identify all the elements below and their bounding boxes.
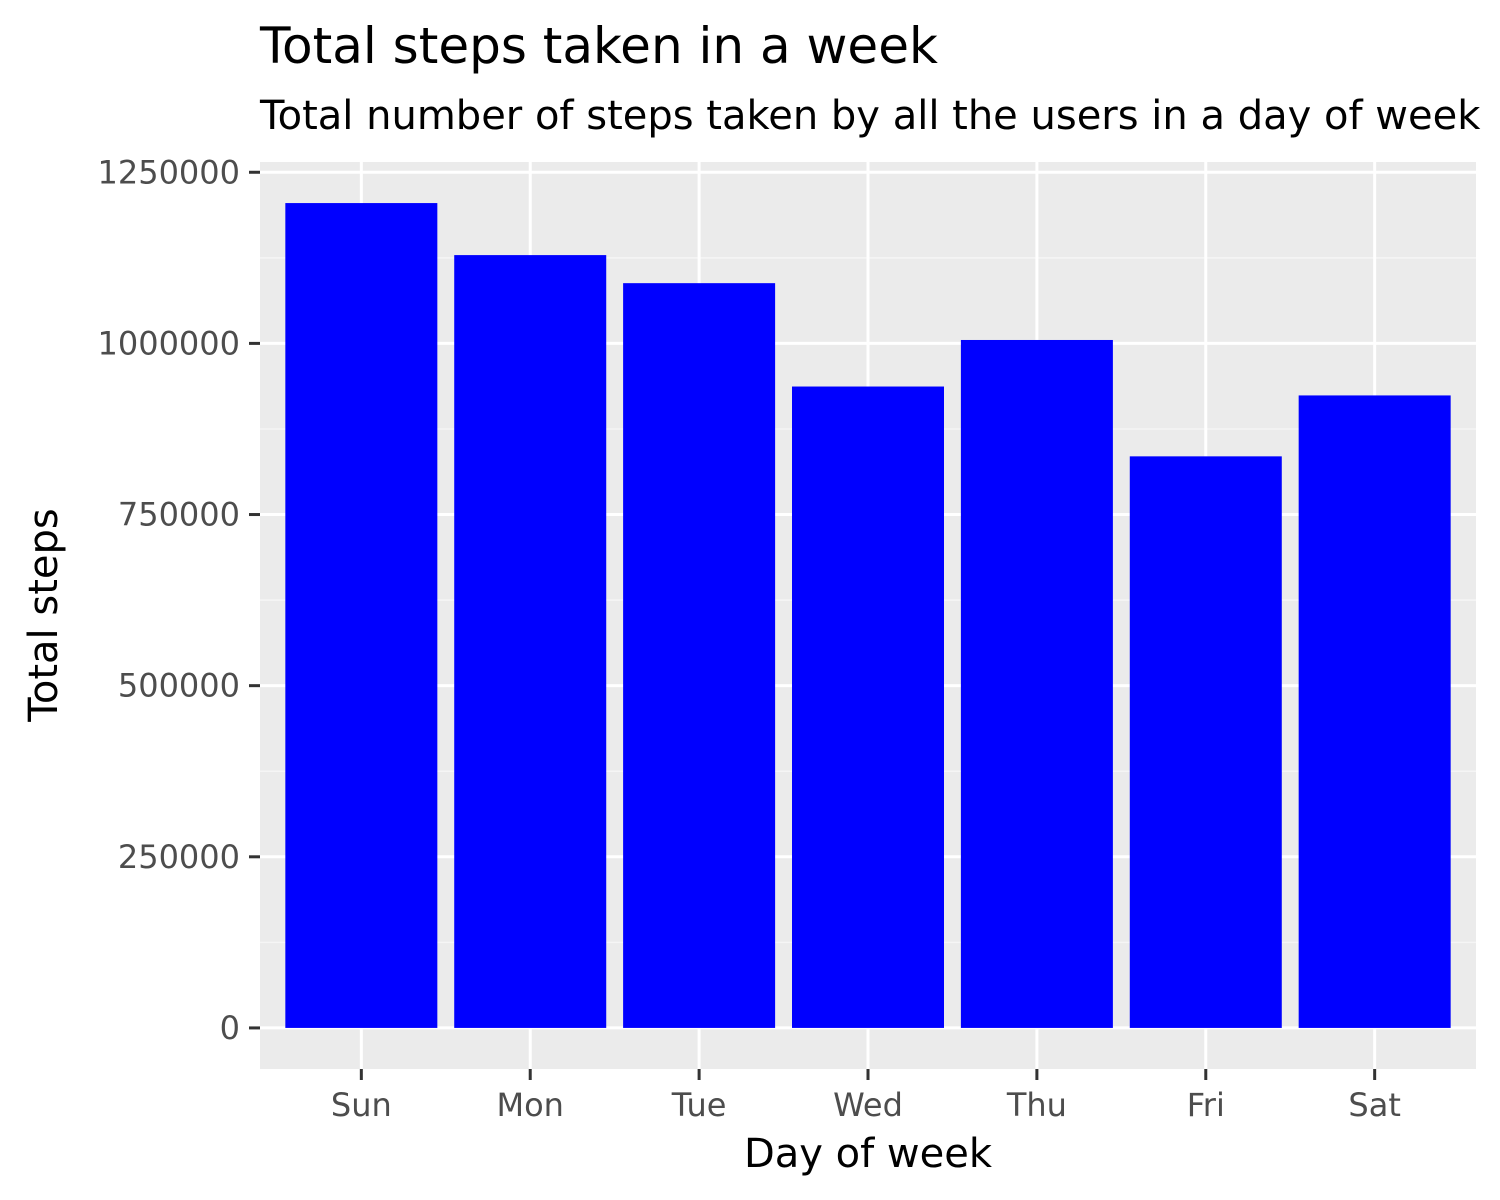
y-axis: 0 250000 500000 750000 1000000 1250000: [97, 153, 260, 1047]
y-tick-label: 0: [220, 1009, 240, 1047]
y-tick-label: 1000000: [97, 324, 240, 362]
y-tick-label: 750000: [118, 496, 240, 534]
x-axis-title: Day of week: [744, 1131, 993, 1177]
chart-subtitle: Total number of steps taken by all the u…: [259, 93, 1481, 139]
y-tick-label: 250000: [118, 838, 240, 876]
bar-wed: [792, 386, 944, 1028]
x-tick-label: Thu: [1006, 1086, 1067, 1124]
chart-title: Total steps taken in a week: [259, 17, 938, 75]
bar-fri: [1129, 456, 1282, 1028]
x-tick-label: Sat: [1348, 1086, 1400, 1124]
y-tick-label: 500000: [118, 667, 240, 705]
x-tick-label: Tue: [671, 1086, 727, 1124]
x-axis: Sun Mon Tue Wed Thu Fri Sat: [331, 1069, 1401, 1124]
bar-mon: [454, 255, 607, 1028]
bars: [285, 203, 1451, 1028]
y-tick-label: 1250000: [97, 153, 240, 191]
bar-tue: [623, 283, 776, 1028]
x-tick-label: Wed: [833, 1086, 903, 1124]
x-tick-label: Sun: [331, 1086, 392, 1124]
x-tick-label: Fri: [1187, 1086, 1225, 1124]
x-tick-label: Mon: [496, 1086, 563, 1124]
bar-sun: [285, 203, 438, 1028]
y-axis-title: Total steps: [21, 508, 67, 723]
bar-sat: [1298, 395, 1451, 1028]
bar-thu: [960, 339, 1113, 1028]
